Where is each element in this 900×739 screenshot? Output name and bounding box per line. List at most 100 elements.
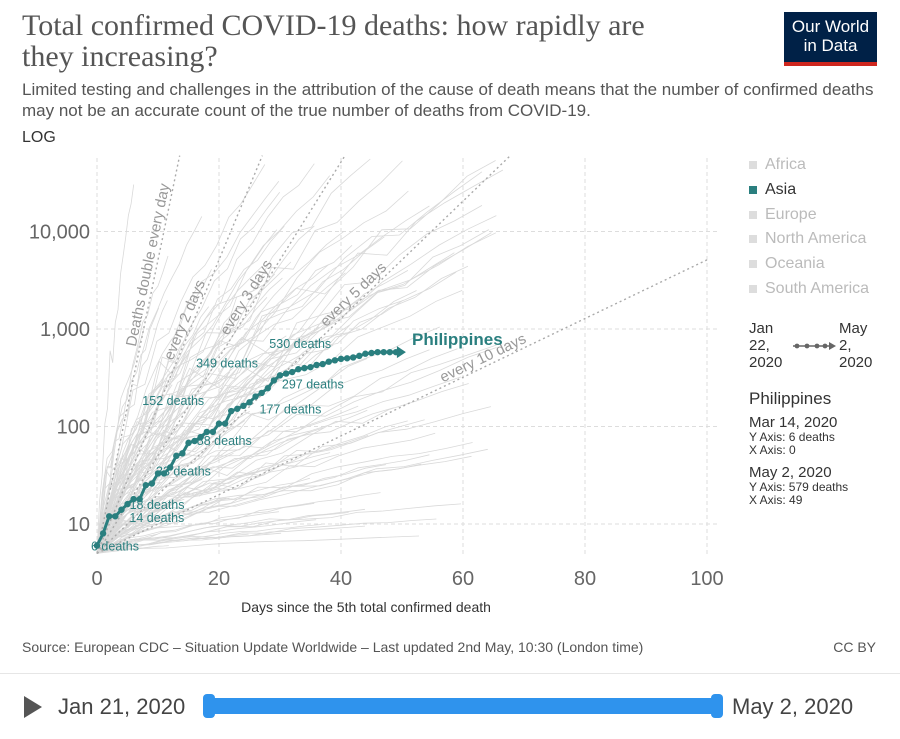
source-note[interactable]: Source: European CDC – Situation Update … — [22, 639, 644, 655]
series-point — [374, 348, 381, 356]
y-tick-label: 10 — [68, 514, 90, 536]
series-point — [270, 377, 278, 384]
tooltip-start-y: Y Axis: 6 deaths — [749, 430, 835, 444]
background-series-line — [96, 271, 457, 554]
timeline-end-label: May 2, 2020 — [732, 694, 854, 719]
x-tick-label: 80 — [574, 568, 596, 590]
data-label: 152 deaths — [142, 394, 204, 408]
series-point — [319, 360, 326, 368]
series-point — [282, 370, 290, 377]
range-end-line2: 2, — [839, 337, 852, 354]
series-point — [331, 357, 339, 364]
series-point — [118, 506, 125, 513]
range-start-line1: Jan — [749, 320, 774, 337]
series-point — [246, 399, 253, 406]
series-point — [148, 480, 156, 487]
range-end-line1: May — [839, 320, 868, 337]
x-tick-label: 40 — [330, 568, 352, 590]
legend-swatch — [749, 161, 757, 170]
data-label: 18 deaths — [130, 498, 185, 512]
background-series-line — [96, 319, 332, 554]
series-point — [240, 402, 247, 410]
play-icon[interactable] — [24, 696, 42, 718]
legend-label: Africa — [765, 156, 806, 174]
data-label: 14 deaths — [129, 511, 184, 525]
background-series-line — [96, 164, 266, 554]
data-label: 349 deaths — [196, 357, 258, 371]
legend-swatch — [749, 235, 757, 244]
range-end: May 2, 2020 — [839, 320, 884, 371]
timeline-start-handle[interactable] — [203, 694, 215, 718]
legend-item-europe[interactable]: Europe — [749, 202, 889, 227]
reference-line-label: every 3 days — [217, 257, 276, 338]
background-series-line — [96, 407, 394, 554]
series-point — [130, 495, 137, 503]
series-point — [368, 349, 375, 357]
legend-item-africa[interactable]: Africa — [749, 153, 889, 178]
series-point — [313, 361, 320, 369]
series-point — [380, 348, 387, 356]
background-series-line — [96, 432, 436, 554]
background-country-lines — [96, 158, 504, 554]
chart-subtitle: Limited testing and challenges in the at… — [22, 80, 874, 120]
timeline-end-handle[interactable] — [711, 694, 723, 718]
background-series-line — [96, 192, 281, 554]
background-series-line — [96, 502, 315, 554]
series-point — [350, 354, 357, 361]
series-point — [112, 513, 119, 520]
series-point — [276, 372, 284, 379]
background-series-line — [96, 535, 420, 554]
series-point — [191, 437, 198, 445]
series-point — [325, 358, 332, 365]
legend-swatch — [749, 186, 757, 195]
background-series-line — [96, 232, 497, 554]
legend: Africa Asia Europe North America Oceania Sout… — [749, 153, 889, 301]
legend-label: South America — [765, 279, 870, 297]
series-point — [93, 542, 101, 549]
background-series-line — [96, 255, 169, 554]
legend-label: Asia — [765, 181, 797, 199]
series-point — [99, 530, 107, 537]
legend-label: Europe — [765, 205, 817, 223]
background-series-line — [96, 273, 276, 554]
logo-bar — [784, 62, 877, 66]
timeline-track[interactable] — [207, 698, 719, 714]
series-point — [179, 450, 186, 457]
legend-item-north-america[interactable]: North America — [749, 227, 889, 252]
series-point — [160, 470, 168, 477]
data-label: 530 deaths — [269, 337, 331, 351]
owid-logo[interactable]: Our World in Data — [784, 12, 877, 66]
data-label: 88 deaths — [197, 434, 252, 448]
legend-item-oceania[interactable]: Oceania — [749, 252, 889, 277]
series-point — [209, 428, 217, 436]
series-point — [289, 368, 296, 376]
series-point — [203, 428, 210, 436]
background-series-line — [96, 524, 322, 554]
legend-label: Oceania — [765, 255, 825, 273]
range-start: Jan 22, 2020 — [749, 320, 794, 371]
background-series-line — [96, 409, 368, 554]
legend-item-asia[interactable]: Asia — [749, 178, 889, 203]
logo-line-2: in Data — [803, 36, 858, 55]
data-label: 177 deaths — [260, 402, 322, 416]
log-scale-toggle[interactable]: LOG — [22, 129, 56, 146]
tooltip-end-x: X Axis: 49 — [749, 493, 803, 507]
legend-item-south-america[interactable]: South America — [749, 276, 889, 301]
tooltip-start-x: X Axis: 0 — [749, 443, 796, 457]
y-tick-label: 10,000 — [29, 222, 90, 244]
legend-swatch — [749, 210, 757, 219]
series-point — [301, 364, 308, 372]
background-series-line — [96, 264, 329, 554]
license-link[interactable]: CC BY — [833, 639, 876, 655]
series-point — [173, 452, 180, 460]
data-label: 297 deaths — [282, 377, 344, 391]
background-series-line — [96, 525, 366, 554]
tooltip-end-y: Y Axis: 579 deaths — [749, 480, 849, 494]
series-point — [167, 464, 174, 471]
x-tick-label: 0 — [91, 568, 102, 590]
background-series-line — [96, 383, 248, 554]
series-point — [386, 348, 393, 356]
background-series-line — [96, 349, 430, 554]
